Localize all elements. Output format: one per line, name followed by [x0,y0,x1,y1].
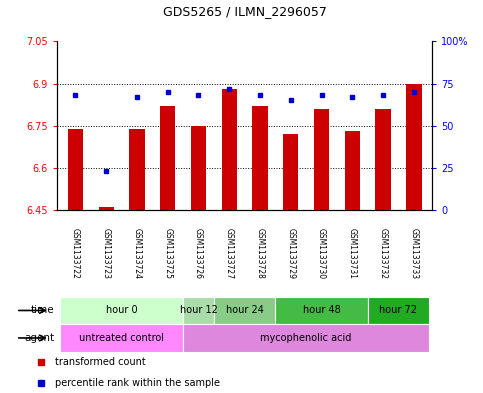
Bar [60,324,183,352]
Bar [275,297,368,324]
Text: GSM1133733: GSM1133733 [409,228,418,279]
Bar [252,106,268,210]
Bar [368,297,429,324]
Bar [160,106,175,210]
Text: GSM1133724: GSM1133724 [132,228,142,279]
Bar [99,208,114,210]
Text: GSM1133732: GSM1133732 [379,228,387,279]
Text: untreated control: untreated control [79,333,164,343]
Text: hour 24: hour 24 [226,305,264,316]
Text: mycophenolic acid: mycophenolic acid [260,333,352,343]
Bar [60,297,183,324]
Text: percentile rank within the sample: percentile rank within the sample [55,378,220,387]
Text: GSM1133723: GSM1133723 [102,228,111,279]
Text: GSM1133730: GSM1133730 [317,228,326,279]
Text: GSM1133722: GSM1133722 [71,228,80,279]
Text: hour 12: hour 12 [180,305,217,316]
Bar [283,134,298,210]
Text: time: time [31,305,55,316]
Text: GDS5265 / ILMN_2296057: GDS5265 / ILMN_2296057 [163,5,327,18]
Bar [314,109,329,210]
Text: GSM1133731: GSM1133731 [348,228,357,279]
Text: hour 48: hour 48 [303,305,341,316]
Text: hour 0: hour 0 [106,305,137,316]
Bar [222,89,237,210]
Text: GSM1133725: GSM1133725 [163,228,172,279]
Bar [214,297,275,324]
Text: hour 72: hour 72 [380,305,417,316]
Text: transformed count: transformed count [55,357,145,367]
Text: GSM1133726: GSM1133726 [194,228,203,279]
Bar [344,131,360,210]
Bar [183,324,429,352]
Text: GSM1133727: GSM1133727 [225,228,234,279]
Bar [68,129,83,210]
Bar [129,129,145,210]
Bar [191,126,206,210]
Text: GSM1133728: GSM1133728 [256,228,265,279]
Text: agent: agent [25,333,55,343]
Bar [406,83,422,210]
Bar [375,109,391,210]
Text: GSM1133729: GSM1133729 [286,228,295,279]
Bar [183,297,214,324]
